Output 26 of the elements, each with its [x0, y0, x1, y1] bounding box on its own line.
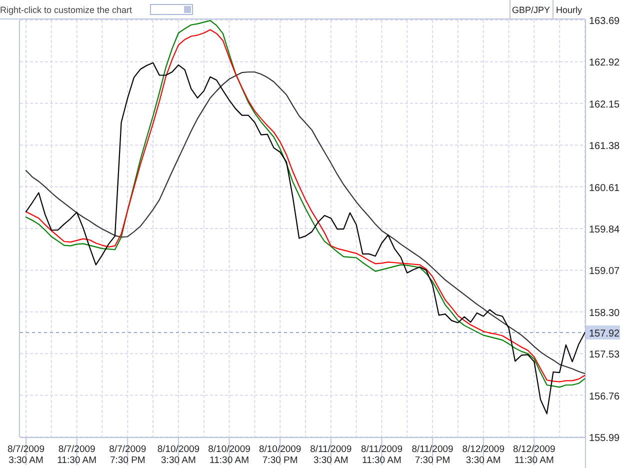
chart-subtitle: Hourly [556, 5, 582, 15]
y-tick-label: 157.53 [589, 350, 620, 361]
chart-title: GBP/JPY [512, 5, 550, 15]
y-tick-label: 161.38 [589, 141, 620, 152]
text: Right-click to customize the chart [0, 5, 133, 15]
x-tick-label: 8/11/2009 3:30 AM [310, 444, 352, 466]
x-tick-label: 8/10/2009 11:30 AM [208, 444, 250, 466]
y-tick-label: 159.07 [589, 266, 620, 278]
x-tick-label: 8/7/2009 11:30 AM [57, 444, 97, 466]
ref-line-label: 157.92 [589, 328, 620, 340]
x-tick-label: 8/11/2009 7:30 PM [412, 444, 454, 466]
x-tick-label: 8/10/2009 3:30 AM [157, 444, 200, 466]
x-tick-label: 8/7/2009 3:30 AM [8, 444, 44, 466]
x-tick-label: 8/12/2009 11:30 AM [513, 444, 556, 466]
y-tick-label: 158.30 [589, 308, 620, 319]
x-tick-label: 8/12/2009 3:30 AM [462, 444, 504, 466]
y-tick-label: 155.99 [589, 433, 620, 444]
y-tick-label: 163.69 [589, 16, 620, 27]
x-tick-label: 8/11/2009 11:30 AM [360, 444, 403, 466]
x-tick-label: 8/10/2009 7:30 PM [258, 444, 302, 466]
y-tick-label: 162.92 [589, 58, 620, 69]
y-tick-label: 160.61 [589, 182, 620, 194]
y-tick-label: 159.84 [589, 224, 620, 236]
y-tick-label: 162.15 [589, 99, 620, 110]
y-tick-label: 156.76 [589, 391, 620, 402]
x-tick-label: 8/7/2009 7:30 PM [109, 444, 146, 466]
